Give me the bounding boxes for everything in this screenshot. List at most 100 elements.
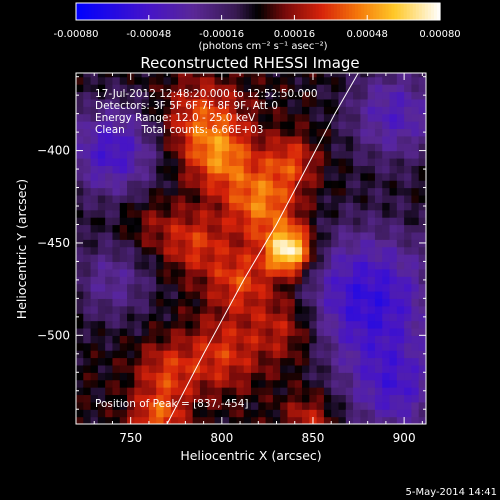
heatmap-pixel	[265, 209, 274, 218]
heatmap-pixel	[112, 283, 121, 292]
heatmap-pixel	[127, 187, 135, 196]
heatmap-pixel	[236, 172, 245, 181]
heatmap-pixel	[97, 217, 106, 226]
heatmap-pixel	[316, 224, 325, 233]
heatmap-pixel	[360, 98, 369, 107]
heatmap-pixel	[374, 268, 383, 277]
heatmap-pixel	[76, 73, 84, 78]
heatmap-pixel	[389, 416, 398, 424]
heatmap-pixel	[382, 246, 391, 255]
heatmap-pixel	[97, 298, 106, 307]
heatmap-pixel	[345, 150, 354, 159]
heatmap-pixel	[251, 172, 259, 181]
heatmap-pixel	[272, 150, 281, 159]
heatmap-pixel	[134, 290, 143, 299]
heatmap-pixel	[316, 416, 325, 424]
heatmap-pixel	[185, 350, 194, 359]
heatmap-pixel	[134, 106, 143, 115]
heatmap-pixel	[156, 113, 165, 122]
heatmap-pixel	[83, 217, 92, 226]
heatmap-pixel	[170, 254, 179, 263]
heatmap-pixel	[360, 143, 369, 152]
heatmap-pixel	[251, 73, 259, 78]
heatmap-pixel	[141, 313, 150, 322]
heatmap-pixel	[141, 305, 150, 314]
heatmap-pixel	[360, 217, 369, 226]
heatmap-pixel	[105, 387, 114, 396]
heatmap-pixel	[280, 106, 289, 115]
heatmap-pixel	[280, 409, 289, 418]
heatmap-pixel	[178, 409, 186, 418]
heatmap-pixel	[199, 409, 208, 418]
heatmap-pixel	[345, 231, 354, 240]
annotation-detectors: Detectors: 3F 5F 6F 7F 8F 9F, Att 0	[95, 100, 278, 112]
colorbar-cell	[382, 3, 386, 20]
heatmap-pixel	[360, 283, 369, 292]
heatmap-pixel	[389, 313, 398, 322]
heatmap-pixel	[185, 394, 194, 403]
heatmap-pixel	[170, 327, 179, 336]
heatmap-pixel	[83, 394, 92, 403]
heatmap-pixel	[382, 150, 391, 159]
heatmap-pixel	[192, 335, 201, 344]
heatmap-pixel	[316, 157, 325, 166]
heatmap-pixel	[148, 76, 157, 85]
heatmap-pixel	[389, 350, 398, 359]
heatmap-pixel	[258, 379, 267, 388]
heatmap-pixel	[243, 113, 252, 122]
heatmap-pixel	[338, 357, 347, 366]
heatmap-pixel	[331, 394, 340, 403]
heatmap-pixel	[236, 268, 245, 277]
heatmap-pixel	[214, 246, 223, 255]
heatmap-pixel	[185, 73, 194, 78]
heatmap-pixel	[90, 409, 99, 418]
heatmap-pixel	[265, 313, 274, 322]
heatmap-pixel	[127, 135, 135, 144]
heatmap-pixel	[214, 194, 223, 203]
heatmap-pixel	[112, 143, 121, 152]
footer-date: 5-May-2014 14:41	[405, 487, 497, 498]
heatmap-pixel	[272, 128, 281, 137]
heatmap-pixel	[97, 135, 106, 144]
heatmap-pixel	[170, 135, 179, 144]
heatmap-pixel	[374, 364, 383, 373]
heatmap-pixel	[294, 209, 303, 218]
heatmap-pixel	[236, 209, 245, 218]
heatmap-pixel	[141, 113, 150, 122]
heatmap-pixel	[214, 290, 223, 299]
heatmap-pixel	[389, 157, 398, 166]
heatmap-pixel	[127, 283, 135, 292]
x-tick-label: 900	[393, 431, 416, 445]
heatmap-pixel	[199, 91, 208, 100]
heatmap-pixel	[90, 372, 99, 381]
heatmap-pixel	[323, 121, 332, 130]
heatmap-pixel	[163, 172, 172, 181]
colorbar-cell	[288, 3, 292, 20]
heatmap-pixel	[396, 254, 405, 263]
heatmap-pixel	[221, 135, 230, 144]
heatmap-pixel	[76, 231, 84, 240]
heatmap-pixel	[214, 172, 223, 181]
heatmap-pixel	[309, 335, 318, 344]
heatmap-pixel	[105, 246, 114, 255]
heatmap-pixel	[265, 76, 274, 85]
heatmap-pixel	[404, 231, 413, 240]
heatmap-pixel	[76, 150, 84, 159]
heatmap-pixel	[229, 98, 238, 107]
heatmap-pixel	[207, 224, 216, 233]
heatmap-pixel	[163, 121, 172, 130]
heatmap-pixel	[221, 364, 230, 373]
heatmap-pixel	[331, 209, 340, 218]
heatmap-pixel	[90, 180, 99, 189]
heatmap-pixel	[76, 98, 84, 107]
heatmap-pixel	[207, 202, 216, 211]
heatmap-pixel	[309, 187, 318, 196]
heatmap-pixel	[148, 202, 157, 211]
heatmap-pixel	[199, 357, 208, 366]
heatmap-pixel	[105, 320, 114, 329]
heatmap-pixel	[280, 165, 289, 174]
heatmap-pixel	[367, 202, 376, 211]
heatmap-pixel	[192, 401, 201, 410]
heatmap-pixel	[323, 84, 332, 93]
